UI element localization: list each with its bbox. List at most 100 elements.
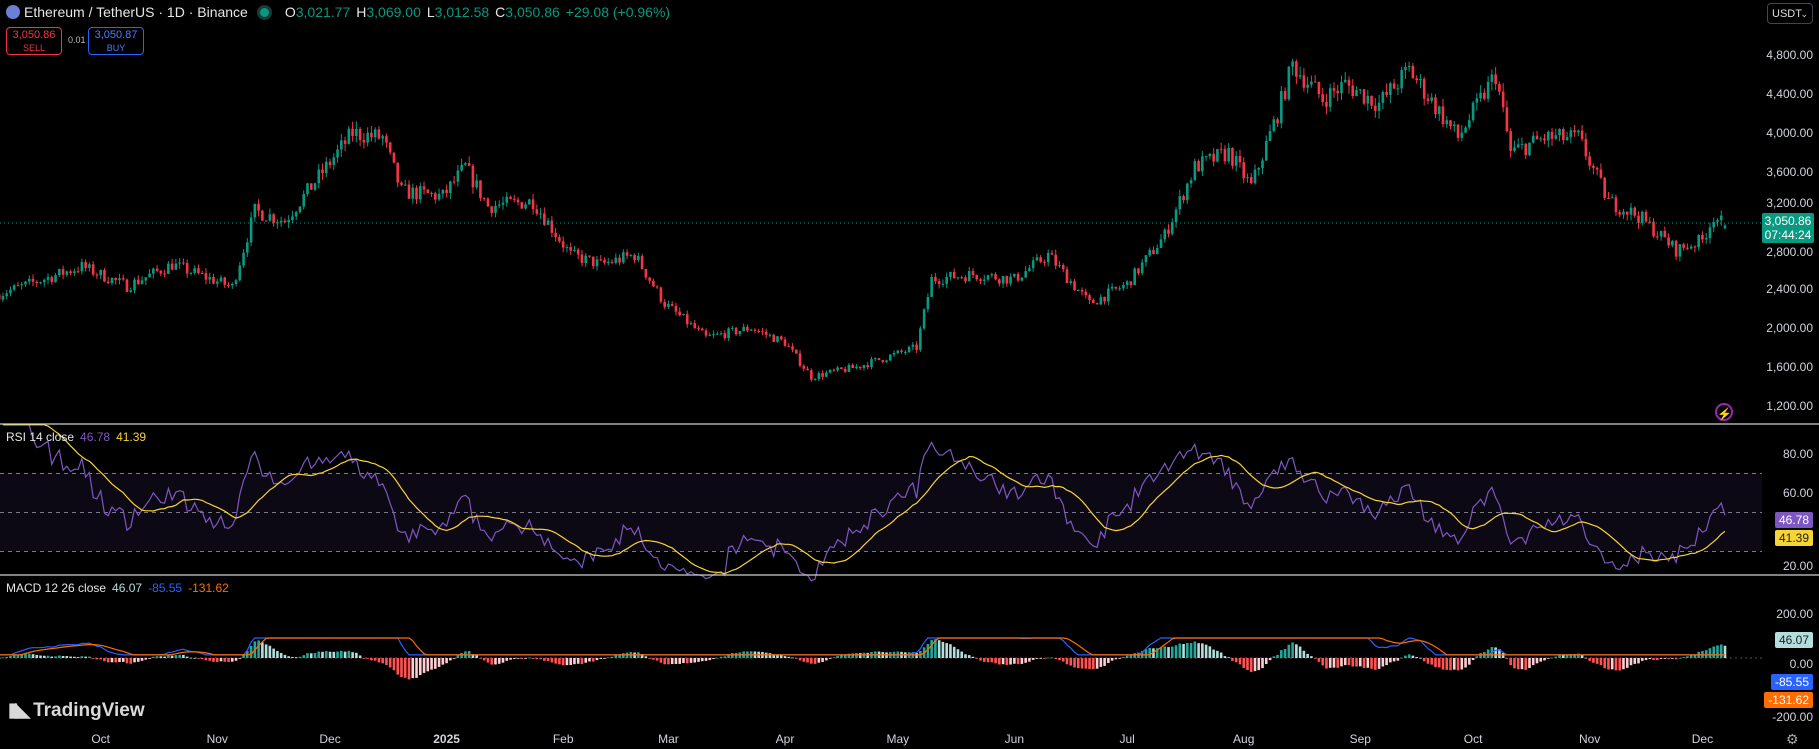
macd-histogram-bar — [24, 653, 27, 658]
macd-histogram-bar — [1674, 658, 1678, 660]
macd-histogram-bar — [385, 658, 388, 665]
macd-histogram-bar — [1377, 658, 1381, 669]
candle-body — [633, 255, 636, 260]
sell-button[interactable]: 3,050.86 SELL — [6, 27, 62, 55]
candle-body — [584, 255, 588, 263]
macd-histogram-bar — [934, 639, 937, 658]
macd-histogram-bar — [731, 653, 734, 658]
candle-body — [27, 278, 31, 282]
macd-histogram-bar — [317, 651, 321, 658]
macd-histogram-bar — [1419, 657, 1422, 659]
settings-icon[interactable]: ⚙ — [1786, 731, 1799, 747]
macd-histogram-bar — [407, 658, 411, 680]
macd-histogram-bar — [584, 658, 588, 663]
macd-histogram-bar — [358, 655, 362, 658]
macd-histogram-bar — [197, 658, 200, 659]
time-axis-label: Aug — [1233, 732, 1255, 746]
candle-body — [787, 345, 791, 347]
candle-body — [343, 140, 347, 144]
candle-body — [1328, 88, 1332, 107]
candle-body — [1076, 289, 1080, 291]
candle-body — [813, 378, 817, 380]
macd-histogram-bar — [1287, 644, 1291, 658]
macd-histogram-bar — [667, 658, 670, 665]
candle-body — [1460, 132, 1464, 138]
macd-histogram-bar — [486, 658, 490, 663]
candle-body — [185, 263, 189, 274]
candle-body — [543, 213, 546, 225]
macd-histogram-bar — [945, 643, 948, 658]
candle-body — [155, 268, 159, 271]
time-axis-label: Jun — [1004, 732, 1025, 746]
candle-body — [554, 232, 557, 238]
candle-body — [1671, 240, 1674, 246]
macd-histogram-bar — [287, 656, 290, 658]
macd-histogram-bar — [1317, 658, 1321, 662]
candle-body — [324, 161, 328, 174]
lightning-icon[interactable]: ⚡ — [1715, 403, 1733, 421]
candle-body — [1637, 215, 1640, 223]
macd-histogram-bar — [1546, 658, 1550, 659]
macd-histogram-bar — [1080, 658, 1084, 669]
candle-body — [1061, 265, 1065, 270]
candle-body — [464, 163, 467, 165]
candle-body — [1385, 92, 1388, 95]
macd-histogram-bar — [1118, 658, 1121, 659]
macd-legend[interactable]: MACD 12 26 close 46.07 -85.55 -131.62 — [6, 581, 235, 595]
candle-body — [776, 336, 779, 342]
candle-body — [1219, 149, 1223, 151]
macd-histogram-bar — [1486, 649, 1490, 658]
candle-body — [1614, 197, 1618, 213]
macd-histogram-bar — [39, 655, 42, 658]
candle-body — [1520, 143, 1524, 145]
macd-histogram-bar — [148, 658, 151, 659]
candle-body — [452, 181, 456, 183]
price-axis-label: 3,600.00 — [1766, 165, 1813, 179]
rsi-legend[interactable]: RSI 14 close 46.78 41.39 — [6, 430, 152, 444]
macd-histogram-bar — [1107, 658, 1110, 664]
macd-histogram-bar — [1407, 654, 1411, 658]
candle-body — [276, 222, 279, 224]
candle-body — [1584, 139, 1588, 157]
macd-histogram-bar — [434, 658, 437, 669]
macd-histogram-bar — [716, 657, 719, 659]
candle-body — [1170, 222, 1174, 234]
currency-select[interactable]: USDT ⌄ — [1767, 3, 1813, 24]
candle-body — [1565, 137, 1569, 141]
macd-histogram-bar — [855, 653, 858, 658]
candle-body — [1223, 149, 1227, 162]
buy-button[interactable]: 3,050.87 BUY — [88, 27, 144, 55]
macd-histogram-bar — [937, 640, 941, 658]
open-label: O — [284, 4, 296, 20]
candle-body — [1073, 281, 1076, 290]
candle-body — [1280, 91, 1283, 124]
candle-body — [1065, 269, 1069, 284]
candle-body — [106, 281, 110, 284]
candle-body — [1355, 90, 1358, 97]
macd-histogram-bar — [509, 658, 512, 660]
candle-body — [497, 204, 501, 206]
candle-body — [749, 329, 753, 331]
candle-body — [1456, 124, 1460, 138]
candle-body — [1261, 160, 1264, 168]
candle-body — [1347, 79, 1351, 86]
candle-body — [215, 281, 219, 284]
candle-body — [979, 279, 982, 281]
symbol-title[interactable]: Ethereum / TetherUS · 1D · Binance — [24, 4, 248, 20]
macd-histogram-bar — [1452, 658, 1456, 670]
macd-histogram-bar — [1445, 658, 1449, 670]
macd-histogram-bar — [1005, 658, 1009, 666]
macd-histogram-bar — [1024, 658, 1027, 663]
candle-body — [449, 181, 452, 194]
macd-histogram-bar — [392, 658, 396, 671]
candle-body — [1535, 135, 1539, 140]
candle-body — [1640, 211, 1644, 223]
macd-histogram-bar — [1208, 646, 1212, 658]
macd-histogram-bar — [956, 649, 960, 658]
macd-histogram-bar — [794, 658, 798, 659]
candle-body — [727, 328, 730, 339]
macd-histogram-bar — [471, 653, 475, 658]
candle-body — [937, 281, 941, 285]
tradingview-logo[interactable]: ▮◣ TradingView — [8, 699, 145, 722]
